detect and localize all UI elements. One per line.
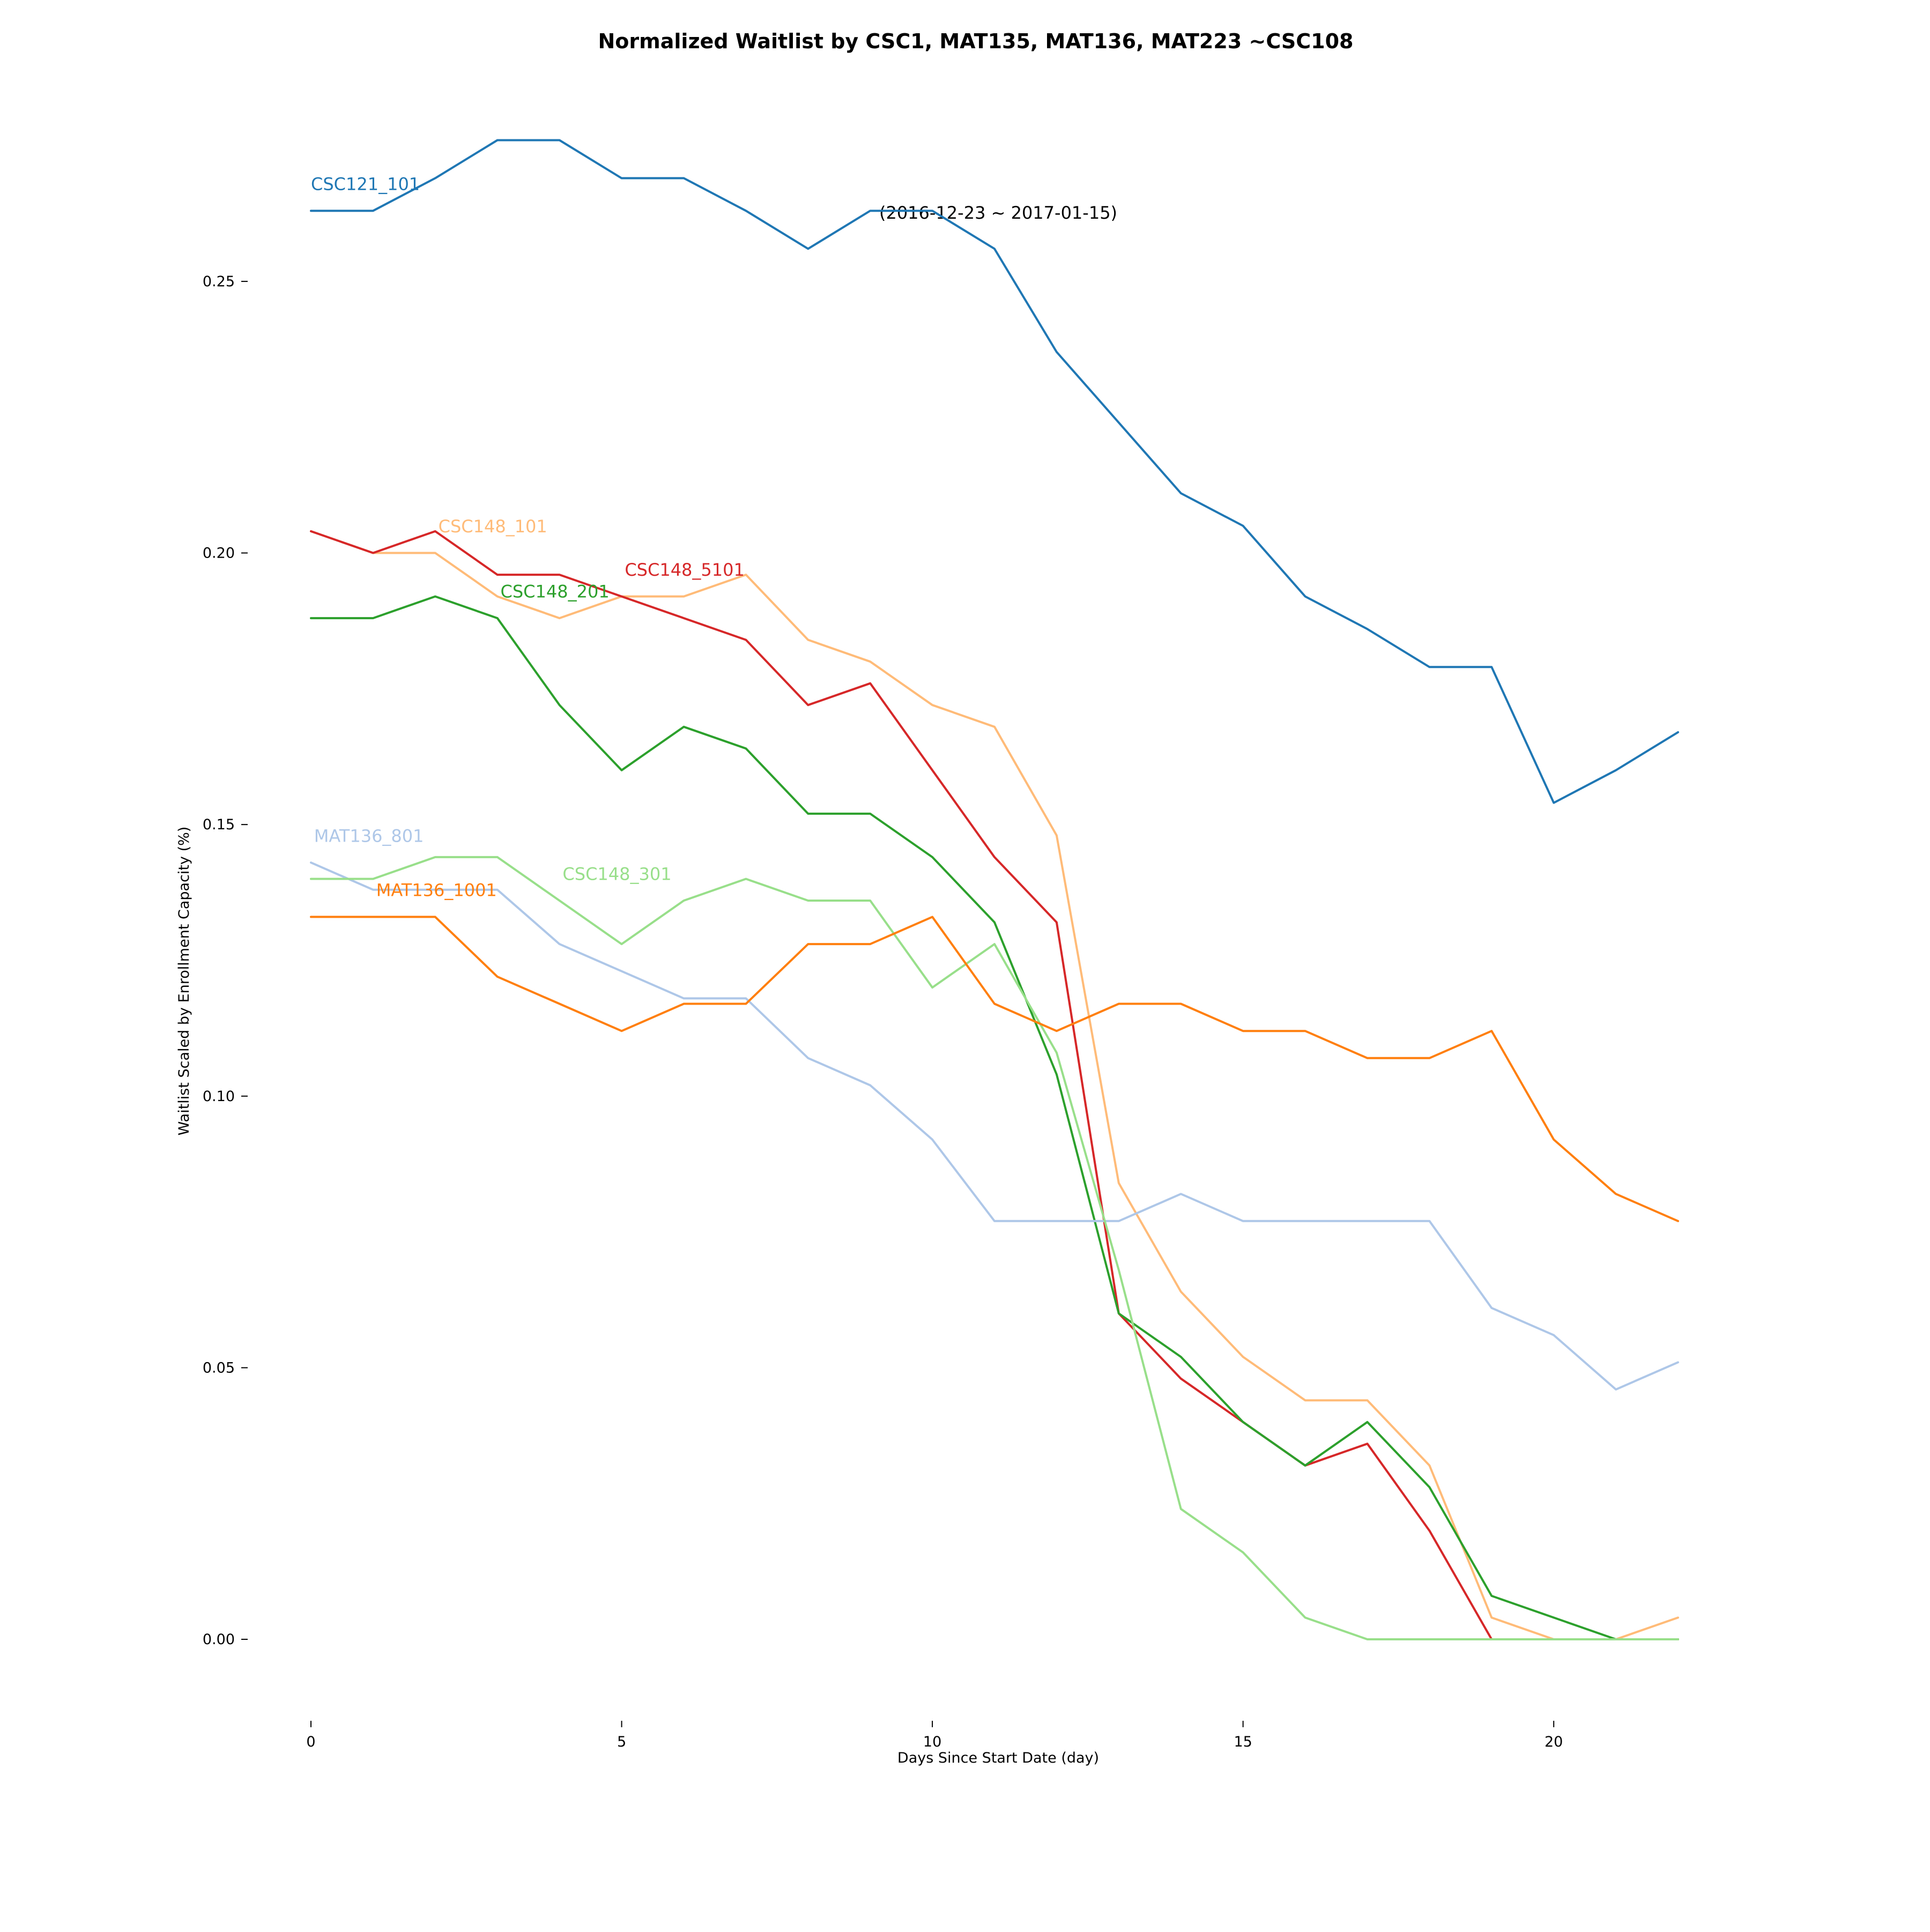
x-tick-label: 5 (617, 1734, 626, 1750)
series-line-mat136-1001 (310, 916, 1679, 1222)
x-tick-label: 0 (306, 1734, 315, 1750)
x-tick-label: 20 (1545, 1734, 1563, 1750)
series-labels: CSC121_101 CSC148_101 CSC148_5101 CSC148_20… (311, 174, 745, 901)
y-tick-label: 0.05 (203, 1359, 235, 1376)
series-label-csc148-201: CSC148_201 (501, 581, 610, 601)
x-axis-ticks: 0 5 10 15 20 (306, 1721, 1563, 1750)
series-label-csc121-101: CSC121_101 (311, 174, 420, 195)
series-line-mat136-801 (310, 861, 1679, 1391)
y-tick-label: 0.25 (203, 273, 235, 290)
y-tick-label: 0.15 (203, 816, 235, 833)
series-line-csc121-101 (310, 139, 1679, 804)
series-label-mat136-801: MAT136_801 (314, 826, 424, 846)
series-label-mat136-1001: MAT136_1001 (376, 880, 497, 901)
chart-subtitle: (2016-12-23 ~ 2017-01-15) (879, 203, 1117, 223)
chart-title: Normalized Waitlist by CSC1, MAT135, MAT… (598, 29, 1354, 53)
series-label-csc148-5101: CSC148_5101 (625, 560, 745, 580)
series-line-csc148-301 (310, 856, 1679, 1640)
series-line-csc148-201 (310, 595, 1679, 1640)
series-line-csc148-101 (310, 530, 1679, 1640)
series-line-csc148-5101 (310, 530, 1679, 1640)
series-label-csc148-301: CSC148_301 (562, 864, 671, 884)
y-tick-label: 0.20 (203, 545, 235, 562)
y-tick-label: 0.00 (203, 1631, 235, 1648)
y-tick-label: 0.10 (203, 1088, 235, 1105)
x-tick-label: 10 (923, 1734, 941, 1750)
x-tick-label: 15 (1234, 1734, 1252, 1750)
y-axis-ticks: 0.00 0.05 0.10 0.15 0.20 0.25 (203, 273, 248, 1648)
series-label-csc148-101: CSC148_101 (439, 516, 547, 537)
x-axis-label: Days Since Start Date (day) (897, 1750, 1099, 1766)
series-lines (310, 139, 1679, 1640)
y-axis-label: Waitlist Scaled by Enrollment Capacity (… (176, 827, 192, 1136)
